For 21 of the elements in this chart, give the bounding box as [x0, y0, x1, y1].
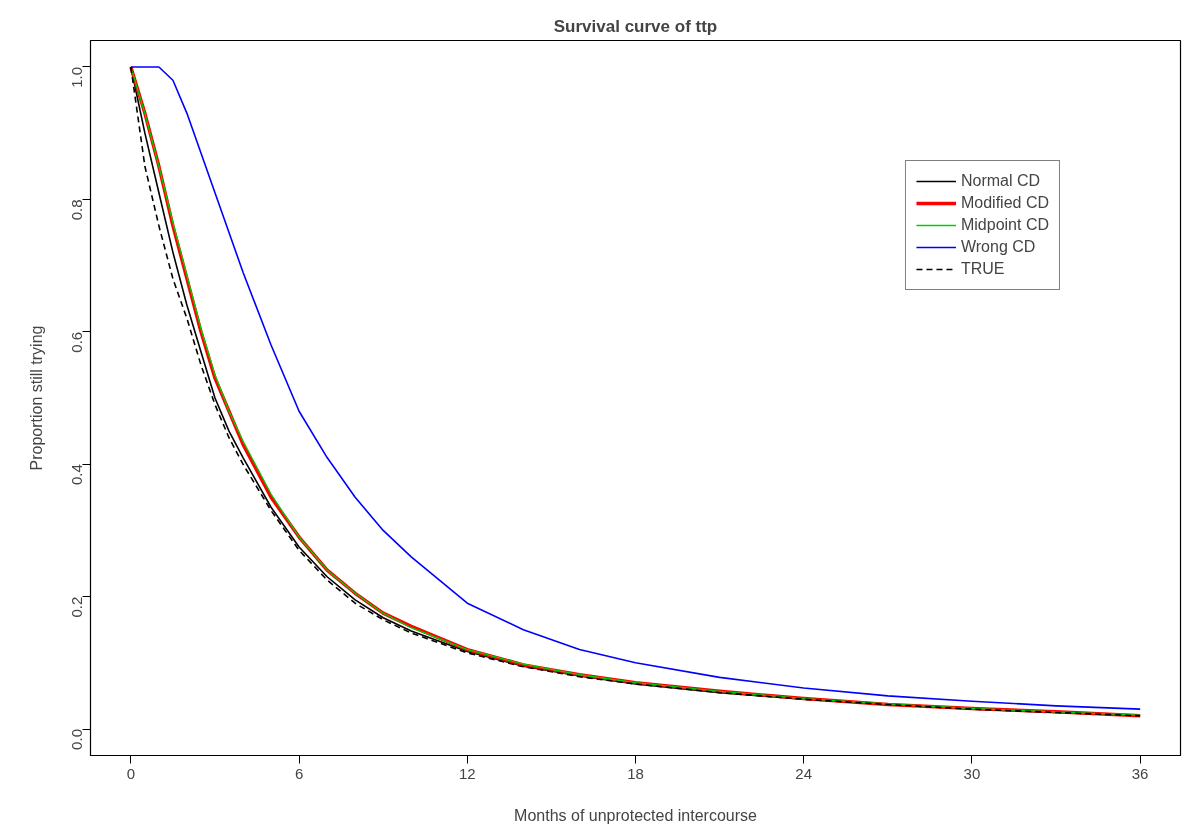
x-tick-label: 24 — [795, 764, 813, 782]
legend-label: Midpoint CD — [960, 216, 1049, 234]
y-axis-title: Proportion still trying — [27, 325, 45, 471]
x-tick-label: 18 — [627, 764, 644, 782]
y-tick-label: 0.0 — [68, 729, 86, 750]
y-tick-label: 0.4 — [68, 464, 86, 486]
chart-title: Survival curve of ttp — [553, 16, 718, 36]
x-tick-label: 12 — [458, 764, 476, 782]
y-tick-label: 0.2 — [68, 596, 86, 618]
x-tick-label: 36 — [1131, 764, 1149, 782]
legend-label: Wrong CD — [960, 238, 1036, 256]
y-tick-label: 1.0 — [68, 66, 86, 88]
legend-label: Modified CD — [960, 194, 1049, 212]
x-tick-label: 30 — [963, 764, 981, 782]
x-axis-title: Months of unprotected intercourse — [514, 806, 757, 824]
y-tick-label: 0.6 — [68, 331, 86, 353]
y-tick-label: 0.8 — [68, 199, 86, 221]
legend-label: TRUE — [960, 260, 1005, 278]
x-tick-label: 6 — [294, 764, 304, 782]
legend-label: Normal CD — [960, 172, 1041, 190]
x-tick-label: 0 — [126, 764, 136, 782]
